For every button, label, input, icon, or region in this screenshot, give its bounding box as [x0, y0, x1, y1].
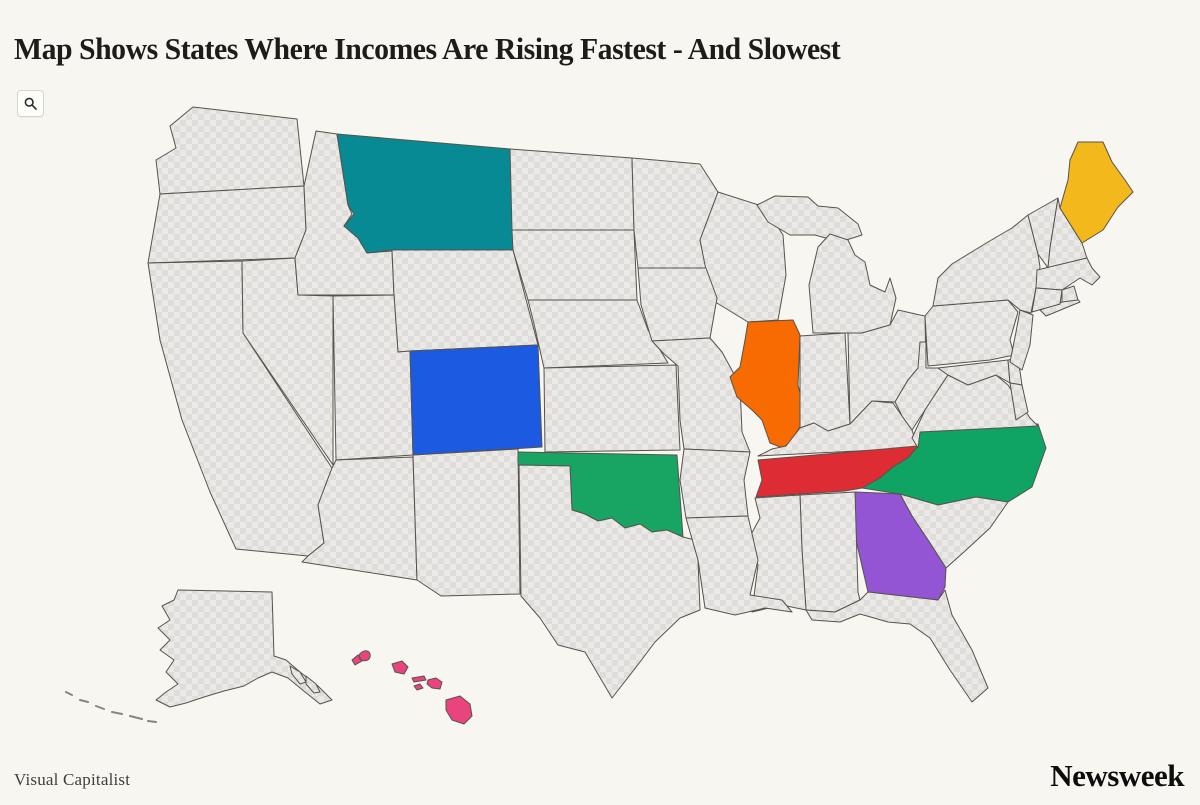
- state-new-york[interactable]: [932, 214, 1041, 314]
- state-michigan-upper[interactable]: [756, 195, 863, 243]
- state-connecticut[interactable]: [1031, 287, 1063, 313]
- state-montana[interactable]: [336, 133, 514, 254]
- state-arkansas[interactable]: [679, 448, 751, 519]
- state-kansas[interactable]: [543, 364, 681, 453]
- state-rhode-island[interactable]: [1061, 285, 1079, 303]
- state-florida[interactable]: [805, 589, 989, 703]
- state-wyoming[interactable]: [391, 249, 539, 353]
- state-iowa[interactable]: [637, 267, 718, 342]
- state-colorado[interactable]: [409, 344, 543, 456]
- source-credit: Visual Capitalist: [14, 770, 131, 789]
- state-new-mexico[interactable]: [412, 448, 521, 597]
- state-michigan[interactable]: [808, 233, 897, 334]
- state-delmarva-peninsula[interactable]: [1009, 382, 1029, 421]
- state-alaska[interactable]: [155, 589, 333, 708]
- page-title: Map Shows States Where Incomes Are Risin…: [14, 30, 841, 66]
- state-pennsylvania[interactable]: [924, 299, 1019, 367]
- state-south-dakota[interactable]: [511, 229, 638, 301]
- state-louisiana[interactable]: [685, 515, 793, 616]
- magnifier-icon: [24, 97, 37, 110]
- state-washington[interactable]: [155, 106, 305, 195]
- state-hawaii[interactable]: [351, 650, 473, 725]
- state-illinois[interactable]: [729, 319, 804, 449]
- state-indiana[interactable]: [799, 332, 851, 432]
- state-nebraska[interactable]: [527, 299, 669, 369]
- state-maine[interactable]: [1059, 141, 1134, 244]
- map-zoom-button[interactable]: [17, 90, 44, 117]
- state-oregon[interactable]: [147, 185, 307, 264]
- alaska-archipelago: [289, 665, 321, 694]
- aleutian-islands: [65, 691, 157, 723]
- state-new-jersey[interactable]: [1009, 309, 1034, 371]
- state-alabama[interactable]: [799, 491, 861, 613]
- state-georgia[interactable]: [854, 491, 947, 601]
- newsweek-logo[interactable]: Newsweek: [1050, 758, 1184, 793]
- state-north-dakota[interactable]: [509, 148, 635, 231]
